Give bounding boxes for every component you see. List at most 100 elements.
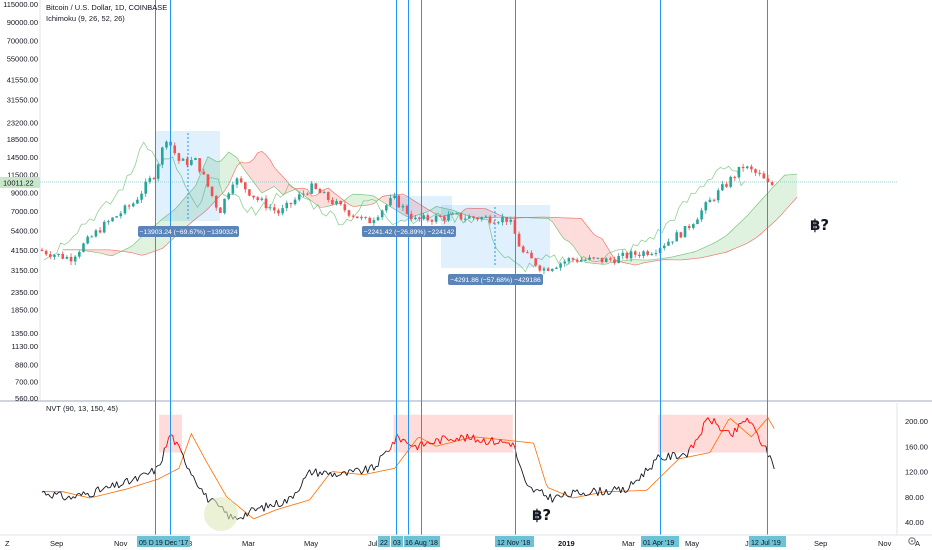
nvt-line-segment — [448, 438, 451, 442]
candle-body — [136, 199, 139, 204]
time-label-partial: 8 — [188, 539, 192, 548]
nvt-line-segment — [313, 468, 317, 473]
cloud-segment — [485, 208, 491, 218]
cloud-segment — [444, 208, 449, 216]
nvt-line-segment — [350, 469, 354, 473]
nvt-line-segment — [158, 464, 161, 467]
candle-body — [704, 202, 708, 211]
candle-body — [542, 268, 546, 271]
candle-body — [733, 176, 737, 178]
nvt-line-segment — [690, 444, 694, 449]
nvt-line-segment — [522, 474, 526, 482]
nvt-line-segment — [249, 507, 252, 512]
nvt-line-segment — [201, 488, 205, 495]
nvt-line-segment — [493, 443, 497, 445]
nvt-line-segment — [95, 486, 99, 490]
nvt-line-segment — [197, 486, 200, 489]
nvt-line-segment — [188, 469, 192, 476]
nvt-line-segment — [481, 438, 485, 443]
nvt-pane[interactable] — [0, 403, 897, 535]
candle-body — [447, 214, 450, 221]
candle-body — [264, 198, 268, 209]
cloud-segment — [743, 215, 748, 246]
cloud-segment — [730, 227, 735, 251]
candle-body — [750, 166, 753, 170]
price-tick-label: 23200.00 — [7, 118, 38, 127]
candle-body — [638, 254, 641, 257]
candle-body — [98, 230, 102, 233]
nvt-line-segment — [620, 486, 624, 494]
nvt-line-segment — [238, 517, 242, 519]
zoom-button[interactable]: Z — [5, 539, 10, 548]
symbol-title[interactable]: Bitcoin / U.S. Dollar, 1D, COINBASE — [46, 3, 167, 12]
cloud-segment — [585, 223, 590, 263]
candle-body — [692, 224, 695, 228]
candle-body — [592, 257, 596, 259]
cloud-segment — [195, 176, 200, 219]
candle-body — [405, 205, 409, 214]
candle-body — [281, 208, 284, 214]
price-pane[interactable] — [0, 0, 897, 400]
cloud-segment — [747, 210, 752, 244]
nvt-line-segment — [83, 491, 86, 495]
cloud-segment — [253, 152, 258, 188]
candle-body — [343, 204, 347, 211]
nvt-line-segment — [637, 479, 640, 481]
candle-body — [57, 253, 60, 255]
gear-icon[interactable] — [908, 537, 916, 545]
nvt-legend[interactable]: NVT (90, 13, 150, 45) — [46, 404, 118, 413]
candle-body — [310, 183, 313, 194]
nvt-line-segment — [329, 472, 333, 478]
nvt-line-segment — [651, 459, 655, 470]
cloud-segment — [726, 231, 731, 253]
cloud-segment — [784, 174, 789, 212]
ichimoku-legend[interactable]: Ichimoku (9, 26, 52, 26) — [46, 14, 125, 23]
nvt-line-segment — [195, 481, 198, 487]
cloud-segment — [676, 254, 681, 260]
nvt-line-segment — [622, 486, 626, 493]
candle-body — [360, 216, 363, 219]
date-tag-5: 16 Aug '18 — [405, 540, 438, 547]
candle-body — [546, 268, 550, 271]
nvt-line-segment — [346, 469, 350, 476]
time-label-sep-2: Sep — [814, 539, 827, 548]
nvt-line-segment — [307, 469, 310, 474]
candle-body — [505, 217, 508, 222]
candle-body — [372, 220, 376, 224]
cloud-segment — [469, 208, 474, 218]
cloud-segment — [722, 235, 727, 254]
candle-body — [642, 251, 645, 257]
nvt-line-segment — [547, 493, 551, 500]
cloud-segment — [261, 151, 267, 193]
nvt-line-segment — [564, 491, 568, 496]
nvt-line-segment — [101, 487, 105, 491]
candle-body — [69, 256, 73, 262]
date-tag-6-bg — [495, 536, 534, 547]
nvt-line-segment — [54, 491, 57, 495]
candle-body — [252, 195, 255, 198]
nvt-line-segment — [680, 453, 684, 456]
nvt-line-segment — [267, 503, 271, 509]
nvt-line-segment — [325, 471, 329, 475]
nvt-line-segment — [672, 451, 675, 454]
cloud-segment — [767, 188, 773, 228]
candle-body — [289, 202, 293, 205]
nvt-line-segment — [246, 511, 250, 517]
nvt-line-segment — [427, 441, 431, 445]
candle-body — [472, 216, 475, 218]
nvt-line-segment — [64, 497, 68, 501]
nvt-line-segment — [51, 492, 55, 499]
candle-body — [48, 254, 52, 257]
cloud-segment — [755, 201, 760, 239]
nvt-line-segment — [624, 491, 628, 493]
nvt-line-segment — [130, 478, 134, 483]
nvt-line-segment — [176, 441, 180, 446]
candle-body — [588, 257, 591, 260]
candle-body — [82, 243, 85, 252]
nvt-line-segment — [608, 493, 611, 496]
auto-scale-button[interactable]: A — [915, 539, 920, 548]
candle-body — [111, 217, 114, 222]
cloud-segment — [705, 244, 710, 257]
candle-body — [609, 258, 612, 260]
nvt-line-segment — [697, 435, 700, 440]
